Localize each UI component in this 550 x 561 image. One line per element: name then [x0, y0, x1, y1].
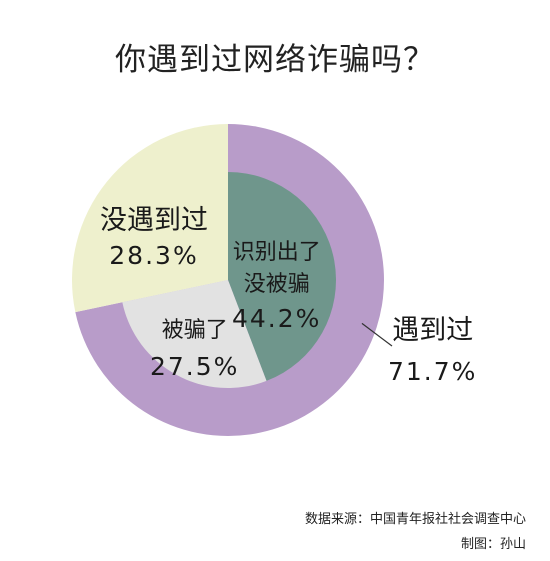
label-identified-line2: 没被骗 [243, 272, 310, 297]
label-encountered: 遇到过 71.7% [388, 308, 477, 386]
credit-note: 制图：孙山 [460, 537, 526, 552]
chart-title: 你遇到过网络诈骗吗？ [115, 42, 435, 78]
label-identified: 识别出了 没被骗 44.2% [232, 234, 321, 333]
pie-slice-identified-not-scammed [228, 172, 336, 381]
label-encountered-value: 71.7% [388, 357, 478, 386]
label-not-encountered-value: 28.3% [109, 241, 199, 270]
label-not-encountered-name: 没遇到过 [100, 205, 208, 236]
label-not-encountered: 没遇到过 28.3% [100, 198, 208, 270]
leader-line [361, 322, 393, 347]
pie-slice-scammed [122, 280, 267, 388]
label-scammed-name: 被骗了 [161, 318, 228, 343]
label-scammed-value: 27.5% [150, 352, 240, 381]
label-identified-value: 44.2% [232, 304, 322, 333]
label-scammed: 被骗了 27.5% [150, 312, 239, 381]
source-note: 数据来源：中国青年报社社会调查中心 [304, 512, 526, 527]
pie-slice-not-encountered [72, 124, 228, 313]
label-encountered-name: 遇到过 [392, 315, 474, 346]
label-identified-line1: 识别出了 [232, 240, 321, 265]
